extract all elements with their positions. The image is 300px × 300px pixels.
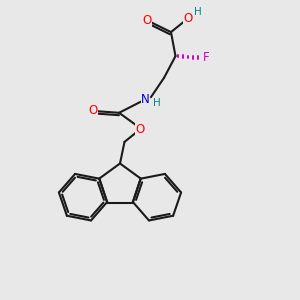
- Text: N: N: [141, 93, 150, 106]
- Text: O: O: [136, 123, 145, 136]
- Text: O: O: [142, 14, 152, 27]
- Text: F: F: [203, 51, 209, 64]
- Text: O: O: [184, 12, 193, 26]
- Text: H: H: [153, 98, 161, 108]
- Text: H: H: [194, 7, 202, 17]
- Text: O: O: [88, 104, 97, 117]
